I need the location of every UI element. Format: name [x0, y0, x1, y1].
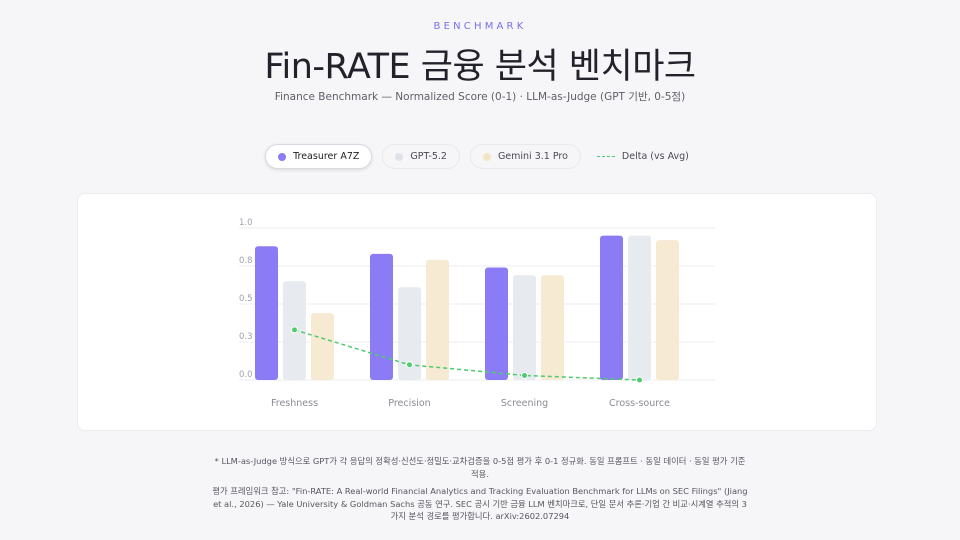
eyebrow: BENCHMARK [433, 21, 527, 32]
bar [398, 287, 421, 380]
legend-label-gemini: Gemini 3.1 Pro [497, 151, 568, 162]
bar [426, 259, 449, 380]
legend-dash-delta [596, 156, 615, 157]
footnote-method: * LLM-as-Judge 방식으로 GPT가 각 응답의 정확성·신선도·정… [214, 456, 746, 479]
legend-item-gpt[interactable]: GPT-5.2 [382, 144, 460, 169]
y-tick-label: 0.3 [239, 332, 253, 342]
y-tick-label: 0.8 [239, 256, 253, 266]
bar [600, 235, 623, 380]
bar [370, 253, 393, 380]
bar [541, 275, 564, 380]
y-tick-label: 0.0 [239, 370, 253, 380]
bar [485, 267, 508, 380]
legend-swatch-treasurer [278, 152, 287, 161]
legend-swatch-gemini [482, 152, 491, 161]
delta-point [291, 326, 298, 334]
delta-line [294, 329, 640, 381]
x-category-label: Screening [501, 398, 548, 409]
legend-label-delta: Delta (vs Avg) [621, 151, 689, 162]
delta-point [521, 371, 528, 379]
bar [513, 275, 536, 380]
bar [628, 235, 651, 380]
bar [255, 246, 278, 380]
page-title: Fin-RATE 금융 분석 벤치마크 [264, 47, 696, 87]
x-category-label: Cross-source [609, 398, 670, 409]
legend-item-treasurer[interactable]: Treasurer A7Z [265, 144, 373, 169]
bar-chart: 0.0 0.3 0.5 0.8 1.0 Freshness Precision Screeni… [239, 218, 715, 409]
bar [311, 313, 334, 380]
delta-point [636, 376, 643, 384]
legend-label-gpt: GPT-5.2 [410, 151, 447, 162]
legend-item-gemini[interactable]: Gemini 3.1 Pro [469, 144, 581, 169]
footnote-reference: 평가 프레임워크 참고: "Fin-RATE: A Real-world Fin… [212, 486, 748, 521]
y-tick-label: 1.0 [239, 218, 253, 228]
delta-point [406, 361, 413, 369]
legend-item-delta[interactable]: Delta (vs Avg) [591, 144, 695, 169]
legend-swatch-gpt [395, 152, 404, 161]
legend: Treasurer A7Z GPT-5.2 Gemini 3.1 Pro Del… [0, 144, 960, 169]
x-category-label: Freshness [271, 398, 318, 409]
y-tick-label: 0.5 [239, 294, 253, 304]
chart-card: 0.0 0.3 0.5 0.8 1.0 Freshness Precision Screeni… [77, 193, 877, 431]
legend-label-treasurer: Treasurer A7Z [293, 151, 360, 162]
page-subtitle: Finance Benchmark — Normalized Score (0-… [274, 91, 686, 103]
x-category-label: Precision [388, 398, 430, 409]
bar [656, 240, 679, 380]
